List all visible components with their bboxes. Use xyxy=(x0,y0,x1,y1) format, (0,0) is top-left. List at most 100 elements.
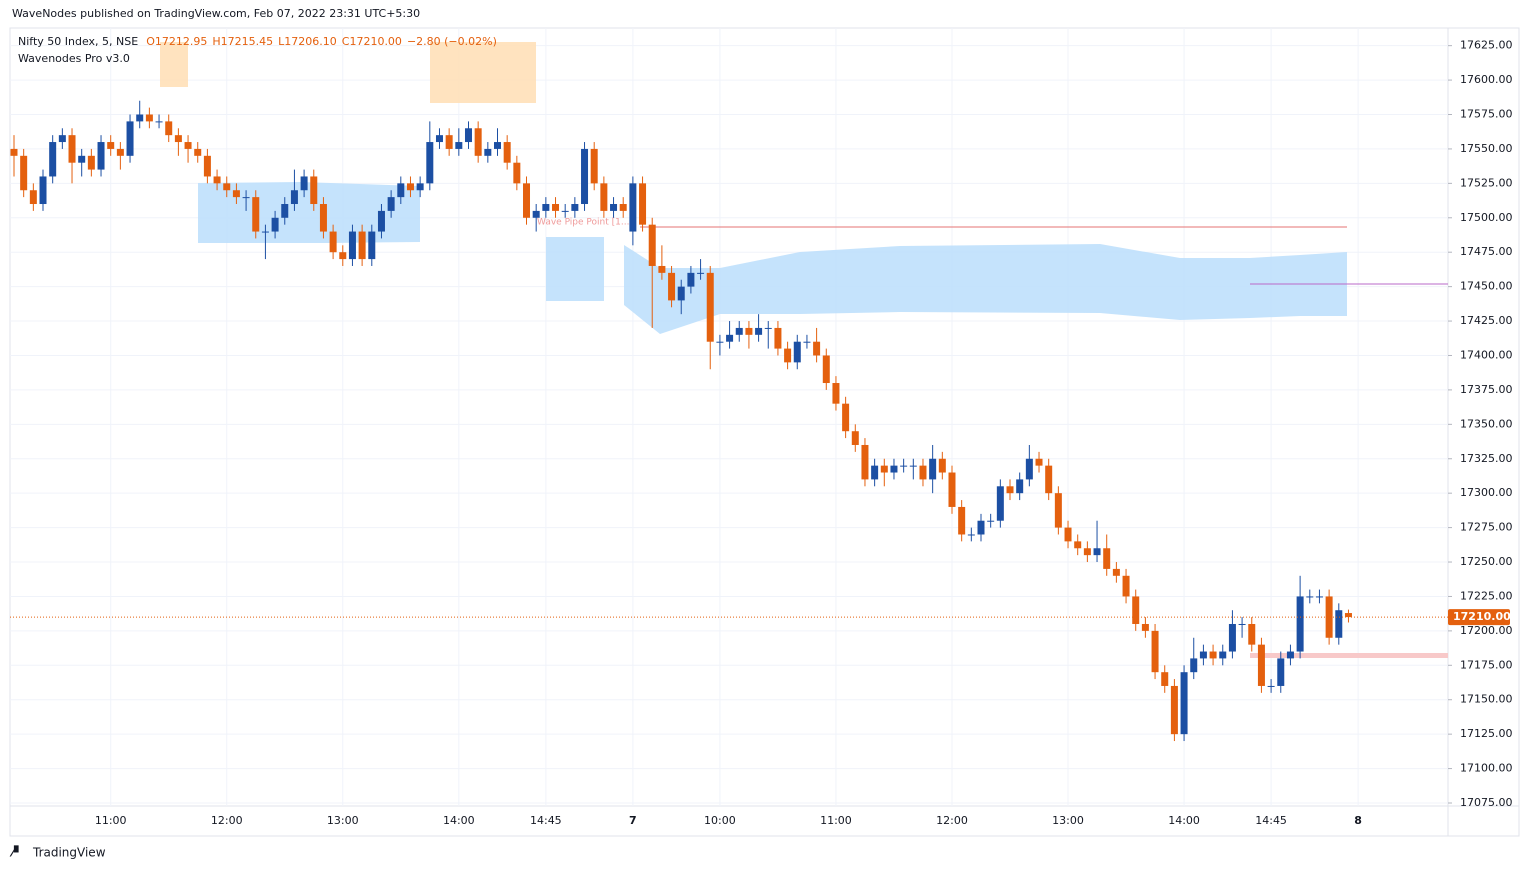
y-tick-label: 17475.00 xyxy=(1460,245,1513,258)
candle-body xyxy=(435,135,443,143)
y-tick-label: 17250.00 xyxy=(1460,555,1513,568)
candle-body xyxy=(1199,651,1207,659)
candle-body xyxy=(813,341,821,356)
candle-body xyxy=(822,355,830,384)
candle-body xyxy=(1257,644,1265,686)
candle-body xyxy=(552,204,560,211)
candle-body xyxy=(1054,493,1062,528)
candle-body xyxy=(165,121,173,136)
candle-body xyxy=(1132,596,1140,624)
candle-body xyxy=(377,210,385,232)
candle-body xyxy=(1112,568,1120,576)
candle-body xyxy=(716,341,724,343)
candle-body xyxy=(1209,651,1217,659)
x-tick-label: 12:00 xyxy=(936,814,968,827)
candle-body xyxy=(1161,672,1169,686)
candle-body xyxy=(1296,596,1304,652)
candle-body xyxy=(310,176,318,205)
x-tick-label: 14:00 xyxy=(1168,814,1200,827)
candle-body xyxy=(145,114,153,122)
candle-body xyxy=(1267,685,1275,687)
candle-body xyxy=(687,272,695,287)
candle-body xyxy=(987,520,995,522)
wave-band xyxy=(546,237,604,301)
candle-body xyxy=(174,135,182,143)
candle-body xyxy=(726,334,734,342)
candle-body xyxy=(20,155,28,191)
legend-value: O17212.95 xyxy=(146,35,207,48)
candle-body xyxy=(668,272,676,301)
candle-body xyxy=(78,155,86,163)
y-tick-label: 17075.00 xyxy=(1460,796,1513,809)
candle-body xyxy=(300,176,308,191)
candle-body xyxy=(851,431,859,445)
candle-body xyxy=(290,190,298,205)
candle-body xyxy=(938,458,946,473)
y-tick-label: 17125.00 xyxy=(1460,727,1513,740)
candle-body xyxy=(1151,630,1159,673)
candle-body xyxy=(1093,548,1101,556)
candle-body xyxy=(223,183,231,191)
y-tick-label: 17350.00 xyxy=(1460,417,1513,430)
pipe-zone xyxy=(1250,653,1448,658)
y-tick-label: 17325.00 xyxy=(1460,452,1513,465)
legend-value: H17215.45 xyxy=(212,35,273,48)
candle-body xyxy=(919,465,927,480)
y-tick-label: 17450.00 xyxy=(1460,280,1513,293)
x-tick-label: 11:00 xyxy=(95,814,127,827)
candle-body xyxy=(397,183,405,198)
candle-body xyxy=(348,231,356,260)
last-price-tag xyxy=(1448,609,1510,626)
candle-body xyxy=(1248,623,1256,645)
legend-value: C17210.00 xyxy=(342,35,402,48)
candle-body xyxy=(387,197,395,211)
candle-body xyxy=(774,327,782,349)
y-tick-label: 17550.00 xyxy=(1460,142,1513,155)
y-tick-label: 17625.00 xyxy=(1460,39,1513,52)
zone-box xyxy=(160,42,188,87)
candle-body xyxy=(1286,651,1294,659)
candle-body xyxy=(503,142,511,163)
chart-frame xyxy=(9,27,1520,837)
zone-box xyxy=(430,42,536,103)
candle-body xyxy=(571,204,579,211)
candle-body xyxy=(1219,651,1227,659)
y-tick-label: 17300.00 xyxy=(1460,486,1513,499)
title: Nifty 50 Index, 5, NSE xyxy=(18,35,138,48)
candle-body xyxy=(1306,596,1314,598)
candle-body xyxy=(1277,658,1285,686)
candle-body xyxy=(203,155,211,177)
candle-body xyxy=(87,155,95,170)
candle-body xyxy=(639,183,647,225)
candle-body xyxy=(880,465,888,473)
candle-body xyxy=(49,142,57,177)
candle-body xyxy=(1325,596,1333,638)
candle-body xyxy=(252,197,260,232)
x-tick-label: 13:00 xyxy=(1052,814,1084,827)
candle-body xyxy=(358,231,366,260)
candle-body xyxy=(1344,613,1352,618)
candle-body xyxy=(532,210,540,218)
candle-body xyxy=(803,341,811,343)
candle-body xyxy=(271,217,279,232)
candle-body xyxy=(1190,658,1198,673)
x-tick-label: 14:00 xyxy=(443,814,475,827)
y-tick-label: 17525.00 xyxy=(1460,176,1513,189)
candle-body xyxy=(890,465,898,473)
candle-body xyxy=(1170,685,1178,735)
candle-body xyxy=(1025,458,1033,480)
candle-body xyxy=(842,403,850,432)
candle-body xyxy=(58,135,66,143)
candle-body xyxy=(996,486,1004,521)
footer: TradingView xyxy=(32,846,106,860)
candle-body xyxy=(232,190,240,198)
candle-body xyxy=(629,183,637,232)
y-tick-label: 17575.00 xyxy=(1460,108,1513,121)
candle-body xyxy=(600,183,608,211)
candle-body xyxy=(832,383,840,404)
candle-body xyxy=(39,176,47,205)
grid xyxy=(10,28,1448,806)
candle-body xyxy=(658,265,666,273)
candle-body xyxy=(706,272,714,342)
candle-body xyxy=(871,465,879,480)
